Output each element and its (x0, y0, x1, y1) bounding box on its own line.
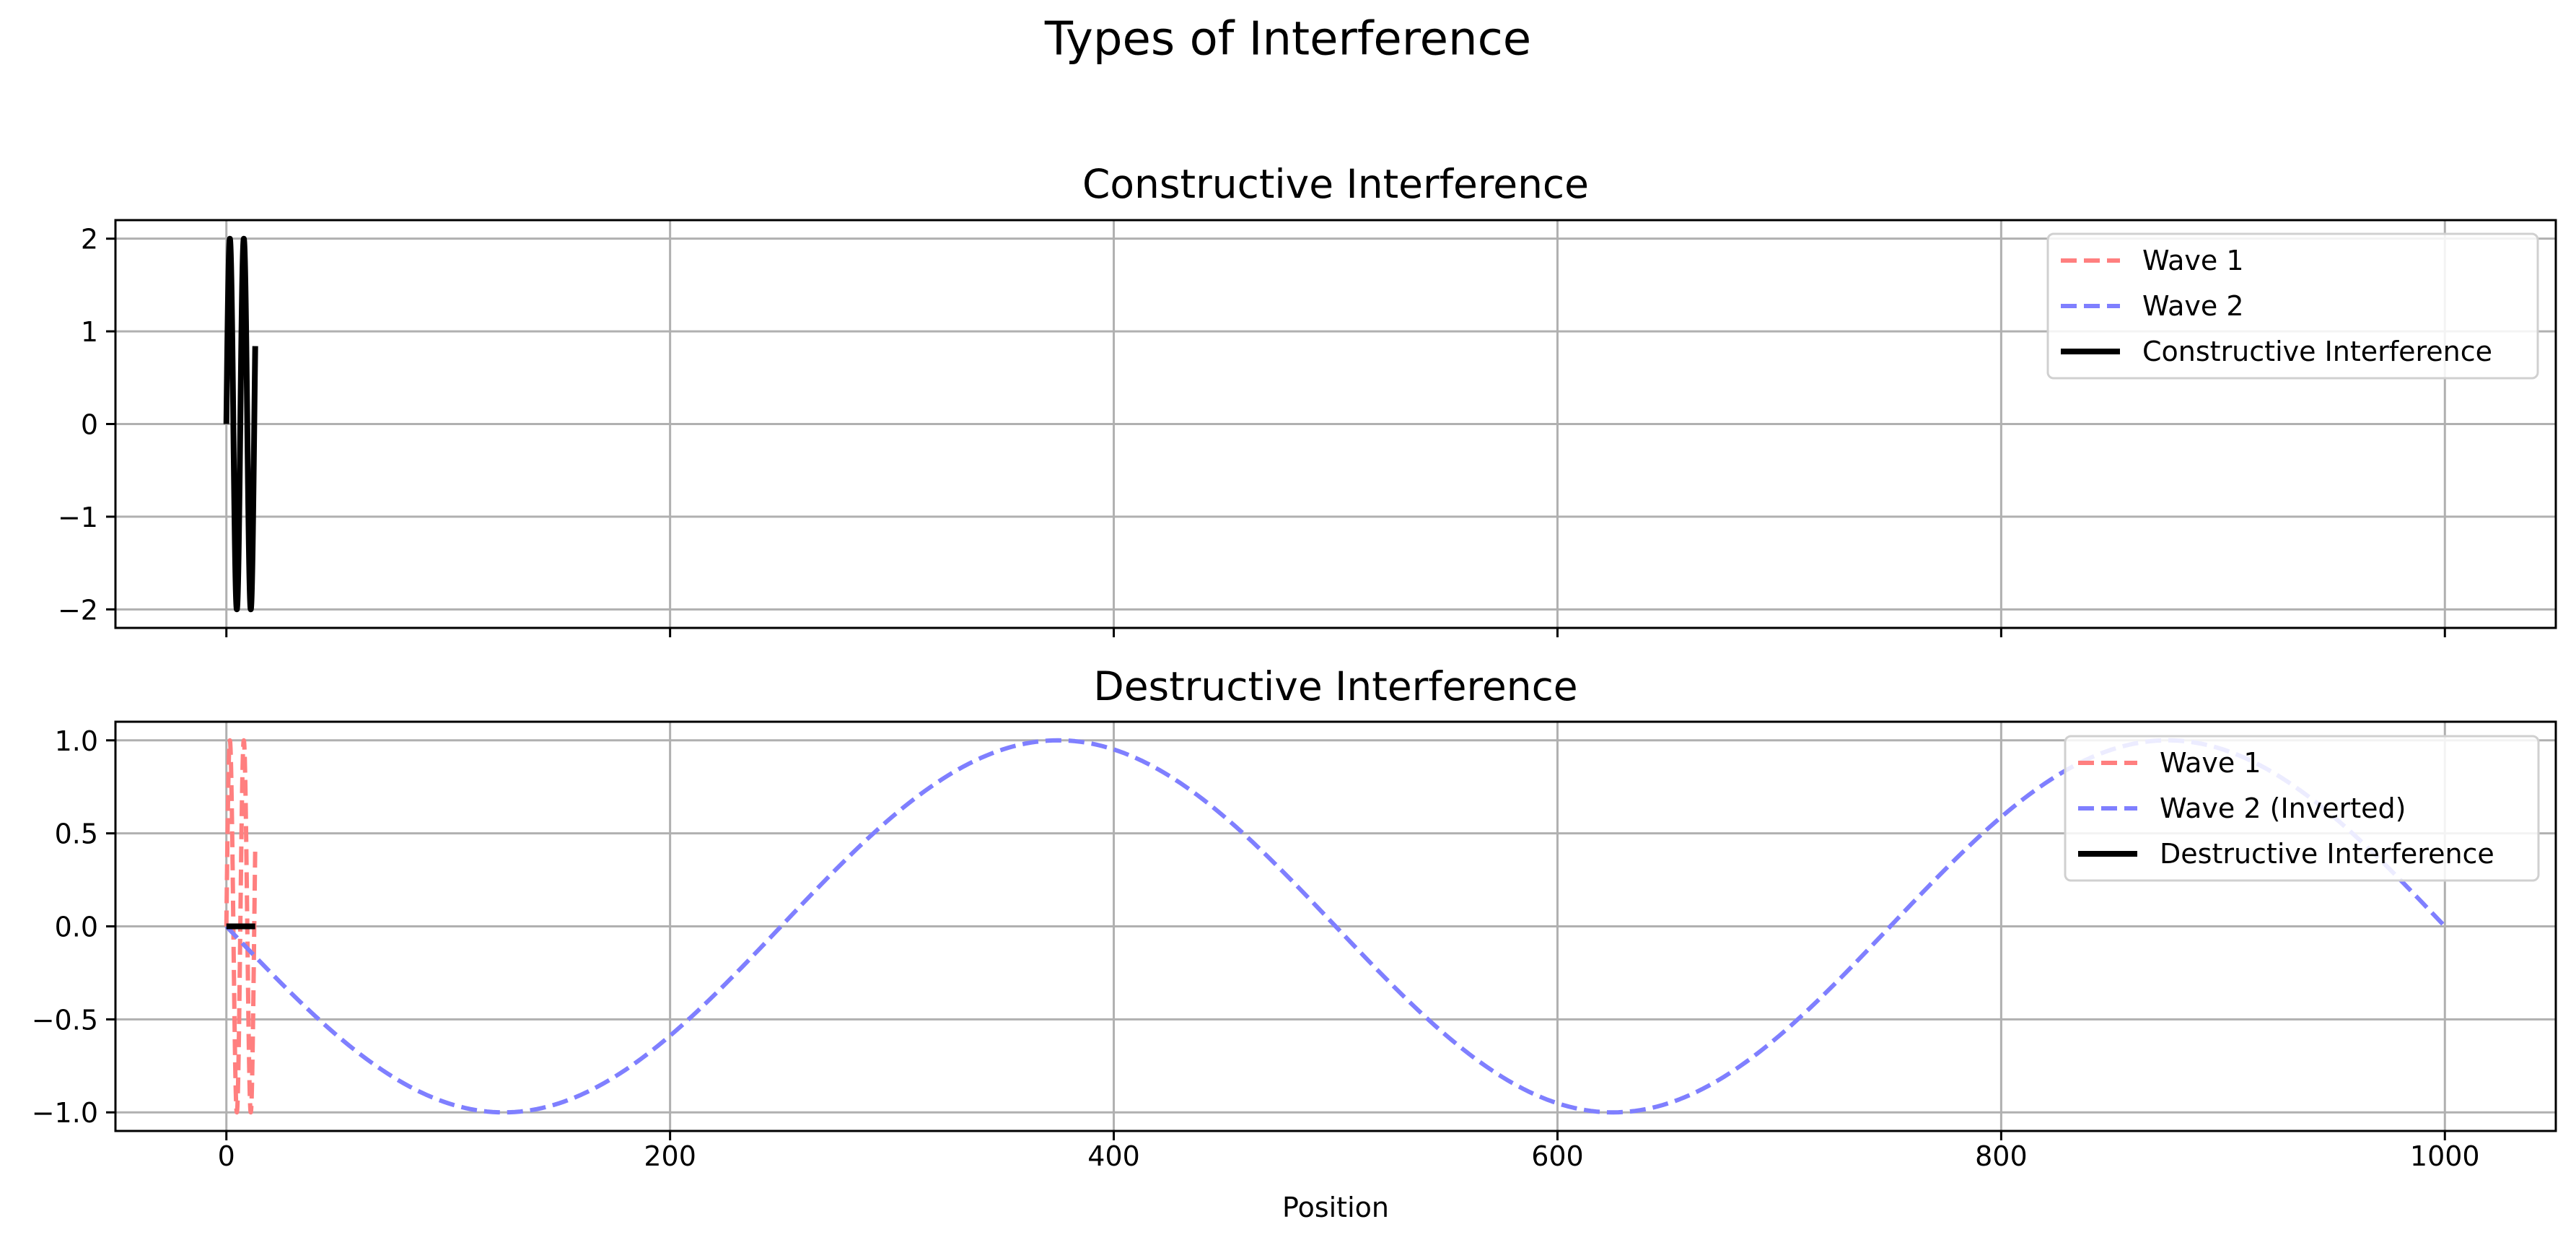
legend-label: Wave 1 (2142, 245, 2244, 276)
series-line-wave-2-inverted (224, 738, 2447, 1115)
y-tick-label: 1 (81, 316, 98, 348)
series-group (223, 235, 258, 613)
y-tick-label: −2 (58, 594, 98, 626)
figure-title: Types of Interference (1044, 13, 1531, 66)
series-line-wave-1 (224, 738, 258, 1115)
y-tick-label: 0 (81, 409, 98, 441)
legend: Wave 1 Wave 2 Constructive Interference (2046, 232, 2539, 380)
legend-box (2064, 735, 2540, 882)
legend: Wave 1 Wave 2 (Inverted) Destructive Inter… (2064, 735, 2540, 882)
destructive-panel: 0 200 400 600 800 1000 −1.0 −0.5 0.0 0.5 1.0 Destru… (32, 663, 2557, 1223)
y-tick-label: −0.5 (32, 1004, 98, 1036)
legend-label: Destructive Interference (2160, 838, 2494, 870)
y-tick-label: −1.0 (32, 1097, 98, 1129)
legend-label: Wave 2 (2142, 290, 2244, 322)
y-tick-label: 0.5 (55, 818, 98, 850)
y-tick-label: 2 (81, 224, 98, 255)
series-line-constructive-interference (223, 235, 258, 613)
legend-label: Wave 1 (2160, 747, 2261, 779)
legend-label: Constructive Interference (2142, 336, 2492, 367)
x-axis-label: Position (1282, 1192, 1389, 1223)
x-tick-label: 200 (644, 1140, 696, 1172)
y-tick-label: 0.0 (55, 912, 98, 943)
x-tick-label: 600 (1531, 1140, 1584, 1172)
y-tick-label: −1 (58, 502, 98, 533)
legend-label: Wave 2 (Inverted) (2160, 792, 2406, 824)
y-tick-label: 1.0 (55, 725, 98, 757)
panel-title: Constructive Interference (1082, 161, 1589, 207)
series-group (224, 738, 2447, 1115)
x-tick-label: 800 (1975, 1140, 2028, 1172)
panel-title: Destructive Interference (1093, 663, 1577, 709)
legend-box (2046, 232, 2539, 380)
x-tick-label: 1000 (2410, 1140, 2480, 1172)
x-tick-label: 400 (1087, 1140, 1140, 1172)
x-tick-label: 0 (218, 1140, 235, 1172)
